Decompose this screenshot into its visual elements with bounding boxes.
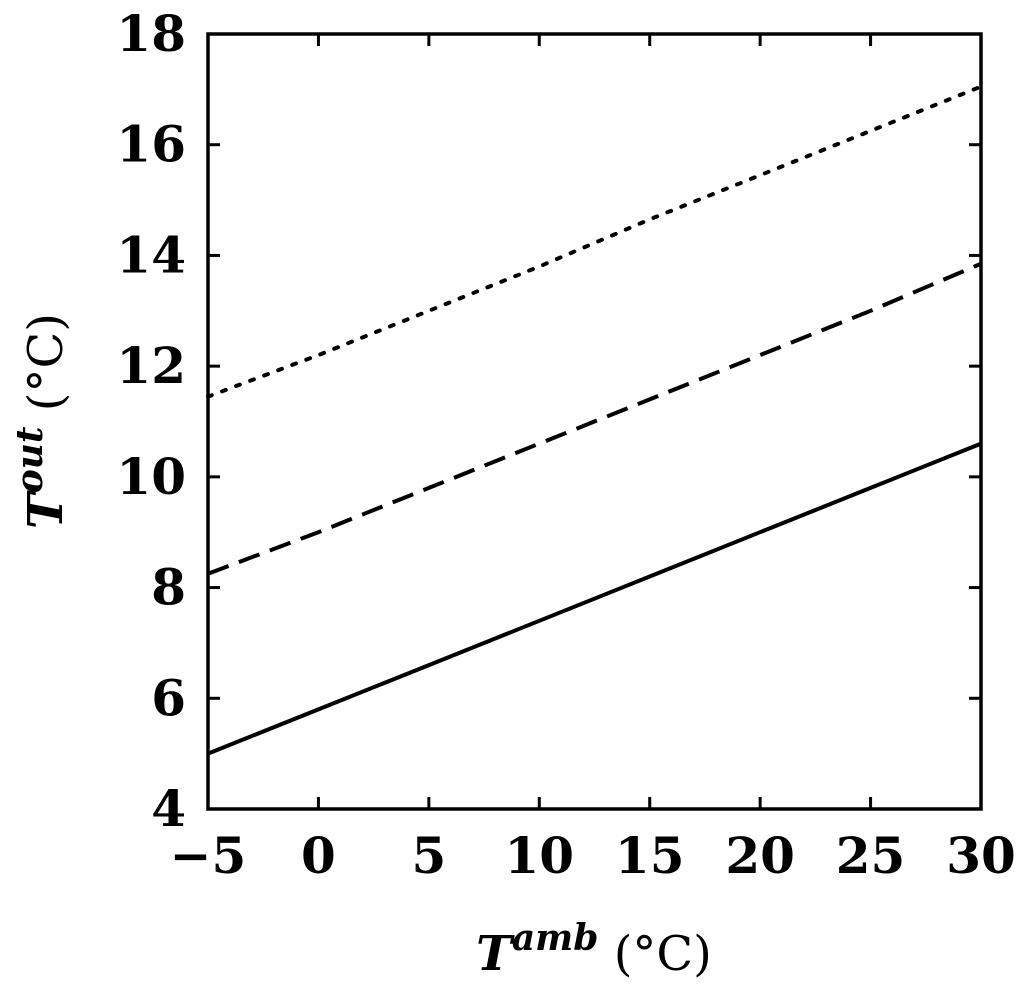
label-layer: −5 0 5 10 15 20 25 30 4 6 8 10 12 14 16 18 (116, 4, 1015, 885)
x-tick-label-4: 15 (615, 826, 685, 885)
plot-frame (206, 32, 983, 811)
x-tick-label-0: −5 (170, 826, 247, 885)
x-axis-unit: (°C) (614, 926, 712, 982)
x-axis-unit-gap (598, 926, 613, 982)
series-line-solid (207, 441, 982, 756)
series-layer (206, 84, 983, 756)
y-axis-label: Tout (°C) (9, 313, 74, 529)
y-axis-symbol: T (18, 490, 74, 529)
y-tick-label-7: 18 (116, 4, 186, 63)
series-line-dashed (207, 261, 982, 576)
x-axis-label: Tamb (°C) (476, 917, 712, 982)
y-axis-superscript: out (9, 426, 51, 493)
x-axis-superscript: amb (512, 917, 599, 959)
y-tick-label-6: 16 (116, 115, 186, 174)
x-tick-label-2: 5 (411, 826, 446, 885)
x-tick-label-5: 20 (725, 826, 795, 885)
y-tick-label-1: 6 (151, 668, 186, 727)
x-tick-label-7: 30 (946, 826, 1016, 885)
series-line-dotted (206, 84, 983, 399)
y-tick-label-5: 14 (116, 225, 186, 284)
y-tick-label-3: 10 (116, 447, 186, 506)
y-tick-label-2: 8 (151, 558, 186, 617)
x-tick-label-1: 0 (301, 826, 336, 885)
y-axis-unit-gap (18, 411, 74, 426)
x-tick-label-3: 10 (504, 826, 574, 885)
y-tick-label-0: 4 (151, 779, 186, 838)
y-axis-unit: (°C) (18, 313, 74, 411)
x-tick-label-6: 25 (836, 826, 906, 885)
x-axis-symbol: T (476, 926, 515, 982)
y-tick-label-4: 12 (116, 336, 186, 395)
